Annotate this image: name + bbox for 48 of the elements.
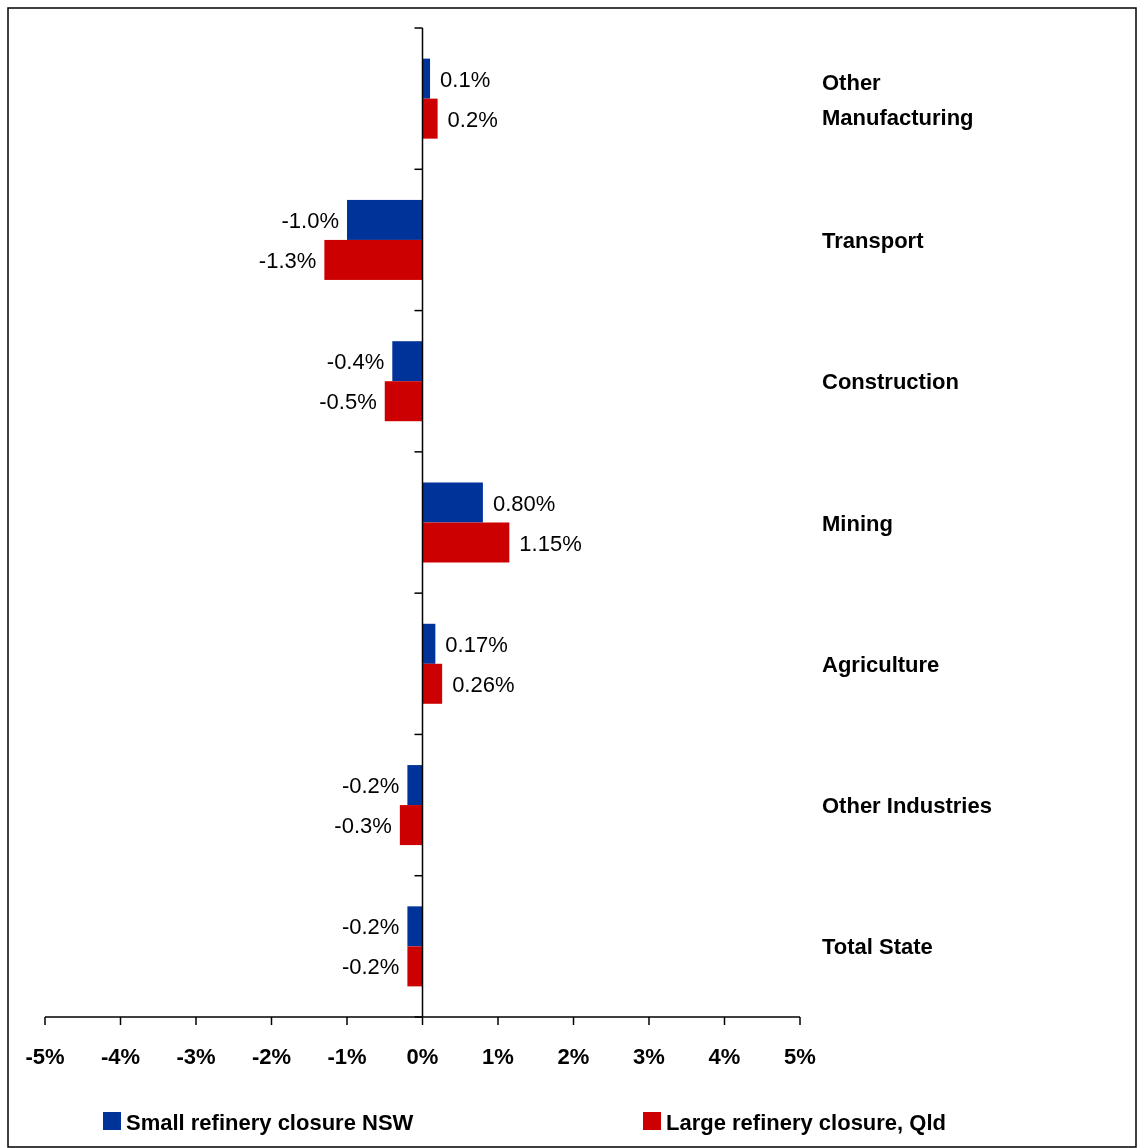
bar [407, 906, 423, 947]
bar [392, 341, 423, 382]
x-tick-label: 4% [708, 1044, 741, 1069]
data-label: 0.1% [440, 66, 491, 92]
bar [422, 623, 436, 664]
data-label: 0.17% [445, 631, 508, 657]
data-label: -0.2% [341, 914, 400, 940]
x-tick-label: 5% [784, 1044, 816, 1069]
data-label: 1.15% [519, 530, 582, 556]
y-tick-label: Construction [822, 369, 959, 395]
y-tick-label: Mining [822, 510, 893, 536]
y-tick-label: Other Manufacturing [822, 69, 974, 130]
bar [422, 58, 431, 99]
data-label: 0.2% [447, 106, 498, 132]
bar [422, 522, 510, 563]
bar [399, 805, 423, 846]
bar [324, 239, 423, 280]
data-label: -1.0% [281, 207, 339, 233]
x-tick-label: 0% [406, 1044, 439, 1069]
data-label: -0.2% [341, 954, 400, 980]
x-tick-label: 2% [557, 1044, 590, 1069]
bar [422, 98, 438, 139]
data-label: -0.5% [319, 389, 377, 415]
legend-label: Large refinery closure, Qld [666, 1110, 946, 1135]
data-label: -0.3% [334, 813, 392, 839]
data-label: -1.3% [258, 247, 317, 273]
x-tick-label: -5% [25, 1044, 65, 1069]
x-tick-label: 1% [482, 1044, 514, 1069]
x-tick-label: -4% [100, 1044, 141, 1069]
data-label: 0.26% [452, 671, 515, 697]
y-tick-label: Total State [822, 934, 933, 960]
bar [384, 381, 423, 422]
bar [407, 946, 423, 987]
data-label: 0.80% [492, 490, 556, 516]
x-tick-label: -3% [176, 1044, 216, 1069]
y-tick-label: Agriculture [822, 651, 940, 677]
bar [407, 765, 423, 806]
y-tick-label: Other Industries [822, 793, 992, 819]
x-tick-label: -2% [251, 1044, 292, 1069]
x-tick-label: 3% [633, 1044, 665, 1069]
x-tick-label: -1% [327, 1044, 367, 1069]
bar [422, 663, 443, 704]
data-label: -0.4% [326, 349, 385, 375]
y-tick-label: Transport [822, 227, 925, 253]
data-label: -0.2% [341, 773, 400, 799]
bar [347, 199, 423, 240]
legend-label: Small refinery closure NSW [126, 1110, 414, 1135]
bar [422, 482, 483, 523]
